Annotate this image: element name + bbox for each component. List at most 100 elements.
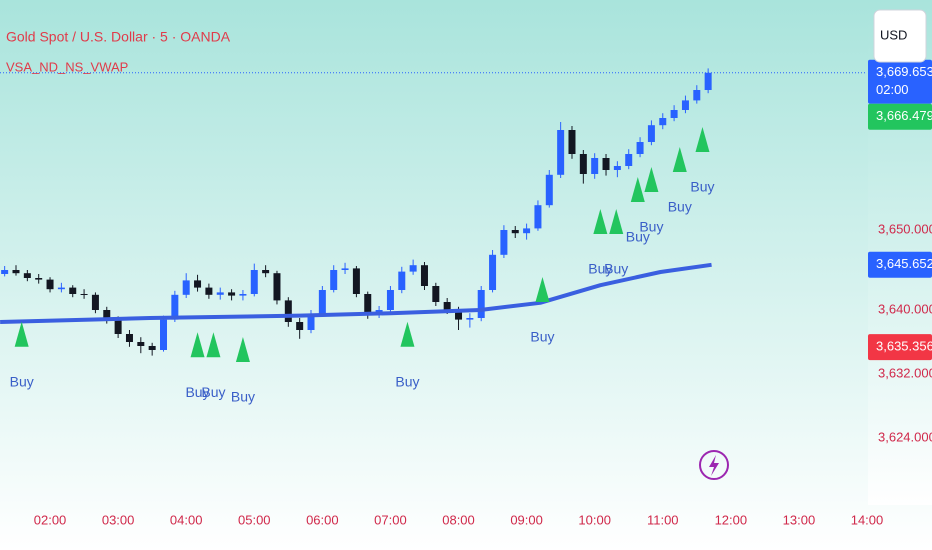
candle-body: [137, 342, 145, 346]
candle-body: [296, 322, 304, 330]
buy-label: Buy: [588, 261, 612, 277]
candle-body: [500, 230, 508, 255]
candle-body: [568, 130, 576, 154]
x-tick-label: 03:00: [102, 512, 135, 527]
price-scale-labels: 3,650.000 3,640.000 3,632.000 3,624.000 3,66…: [868, 59, 932, 444]
event-icon[interactable]: [699, 450, 729, 480]
candle-body: [352, 268, 360, 294]
candle-body: [148, 346, 156, 350]
buy-signal: [609, 209, 624, 234]
candle-body: [489, 254, 497, 290]
candle-body: [693, 90, 701, 101]
candle-body: [534, 205, 542, 229]
buy-signal: [630, 177, 645, 202]
buy-signal: [593, 209, 608, 234]
candle-body: [625, 154, 633, 166]
buy-label: Buy: [639, 219, 663, 235]
buy-label: Buy: [604, 261, 628, 277]
buy-signal: [695, 127, 710, 152]
candle-body: [160, 319, 168, 350]
candle-body: [432, 286, 440, 302]
price-label-box: [868, 59, 932, 104]
candle-body: [114, 319, 122, 334]
buy-label: Buy: [395, 374, 419, 390]
candle-body: [262, 270, 270, 274]
candle-body: [307, 314, 315, 330]
candle-body: [466, 318, 474, 320]
buy-signal: [14, 321, 29, 347]
candle-body: [602, 158, 610, 170]
candle-body: [364, 294, 372, 315]
buy-label: Buy: [626, 229, 650, 245]
price-label: 3,635.356: [876, 339, 932, 354]
buy-signal: [644, 167, 659, 192]
price-label-box: [868, 251, 932, 278]
buy-label: Buy: [201, 384, 225, 400]
x-tick-label: 06:00: [306, 512, 339, 527]
x-tick-label: 08:00: [442, 512, 475, 527]
candle-body: [57, 287, 65, 290]
candle-body: [239, 294, 247, 296]
buy-signal: [206, 332, 221, 358]
indicator-name: VSA_ND_NS_VWAP: [6, 59, 128, 74]
x-tick-label: 07:00: [374, 512, 407, 527]
buy-label: Buy: [668, 199, 692, 215]
candle-body: [455, 310, 463, 320]
candle-body: [194, 280, 202, 288]
price-label-box: [868, 103, 932, 130]
buy-label: Buy: [185, 384, 209, 400]
y-tick-label: 3,650.000: [878, 221, 932, 236]
lightning: [709, 455, 719, 476]
price-label: 3,669.653: [876, 64, 932, 79]
y-tick-label: 3,624.000: [878, 429, 932, 444]
y-tick-label: 3,632.000: [878, 365, 932, 380]
x-tick-label: 05:00: [238, 512, 271, 527]
candle-body: [91, 294, 99, 310]
x-tick-label: 14:00: [851, 512, 884, 527]
buy-signal: [400, 321, 415, 347]
price-label-box: [868, 334, 932, 361]
candle-body: [409, 265, 417, 272]
candle-body: [420, 265, 428, 286]
candle-body: [386, 290, 394, 310]
candle-body: [273, 273, 281, 301]
candle-body: [591, 158, 599, 174]
currency-button-text[interactable]: USD: [880, 27, 907, 42]
candle-body: [545, 174, 553, 206]
candle-body: [318, 290, 326, 314]
candle-body: [1, 270, 9, 274]
countdown: 02:00: [876, 82, 909, 97]
candle-body: [636, 142, 644, 154]
candle-body: [613, 166, 621, 170]
candle-body: [46, 279, 54, 290]
candle-body: [284, 300, 292, 322]
candle-body: [80, 294, 88, 295]
buy-label: Buy: [530, 329, 554, 345]
candle-body: [125, 334, 133, 342]
candle-body: [443, 302, 451, 310]
candle-body: [35, 278, 43, 280]
candle-body: [557, 130, 565, 175]
candle-body: [523, 228, 531, 234]
buy-label: Buy: [231, 389, 255, 405]
buy-signal: [235, 337, 250, 362]
symbol-title: Gold Spot / U.S. Dollar · 5 · OANDA: [6, 29, 231, 45]
currency-button[interactable]: [873, 9, 927, 63]
candle-body: [12, 270, 20, 274]
x-tick-label: 13:00: [783, 512, 816, 527]
candle-body: [511, 230, 519, 234]
candle-body: [205, 287, 213, 295]
candle-body: [23, 273, 31, 278]
candle-body: [704, 72, 712, 90]
vwap-line: [0, 262, 712, 324]
candle-body: [228, 292, 236, 296]
buy-signal: [672, 147, 687, 172]
price-label: 3,645.652: [876, 256, 932, 271]
candle-body: [103, 310, 111, 320]
candle-body: [670, 110, 678, 118]
buy-signal: [535, 277, 550, 302]
candle-body: [182, 280, 190, 295]
